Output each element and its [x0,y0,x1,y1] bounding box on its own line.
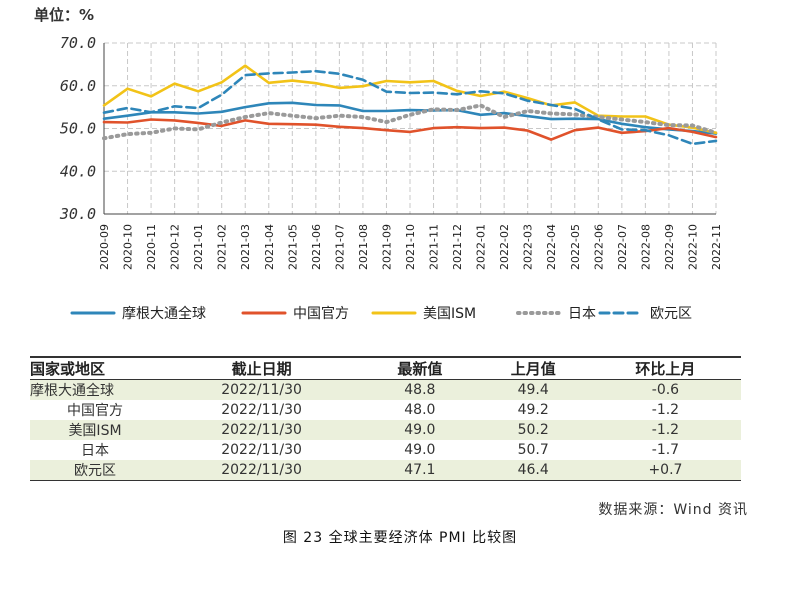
header-mom-change: 环比上月 [635,360,696,378]
x-tick-label: 2022-02 [498,224,511,270]
legend-label: 日本 [568,306,596,322]
grid-lines [103,42,717,215]
unit-label: 单位：% [34,6,95,24]
y-tick-label: 40.0 [60,162,96,180]
y-tick-label: 60.0 [60,77,96,95]
y-axis-ticks: 70.0 60.0 50.0 40.0 30.0 [59,34,96,223]
series-lines [102,64,718,146]
x-tick-label: 2021-03 [239,224,252,270]
cell-region: 日本 [81,443,109,459]
cell-previous: 50.7 [517,442,549,458]
table-row: 日本 2022/11/30 49.0 50.7 -1.7 [30,440,741,460]
x-tick-label: 2020-11 [145,224,158,270]
cell-change: -1.2 [651,422,680,438]
x-tick-label: 2022-08 [639,224,652,270]
legend-label: 摩根大通全球 [122,305,206,322]
header-previous: 上月值 [510,360,556,378]
y-tick-label: 50.0 [60,120,96,138]
cell-latest: 48.0 [404,402,436,418]
x-tick-label: 2020-09 [98,224,111,270]
x-tick-label: 2021-02 [216,224,229,270]
series-line [102,64,718,135]
x-axis-ticks: 2020-09 2020-10 2020-11 2020-12 2021-01 2021-… [98,224,723,270]
table-row: 中国官方 2022/11/30 48.0 49.2 -1.2 [30,400,741,420]
cell-region: 中国官方 [67,403,123,419]
cell-change: -1.7 [651,442,680,458]
cell-latest: 49.0 [404,422,436,438]
cell-latest: 48.8 [404,382,436,398]
legend-label: 中国官方 [293,306,349,322]
header-date: 截止日期 [231,360,292,378]
header-latest: 最新值 [397,360,443,378]
x-tick-label: 2022-09 [663,224,676,270]
cell-region: 欧元区 [74,463,116,479]
x-tick-label: 2021-01 [192,224,205,270]
pmi-summary-table: 国家或地区 截止日期 最新值 上月值 环比上月 摩根大通全球 2022/11/3… [30,356,741,481]
x-tick-label: 2021-07 [333,224,346,270]
x-tick-label: 2022-10 [686,224,699,270]
figure-caption: 图 23 全球主要经济体 PMI 比较图 [282,530,518,546]
series-line [102,69,718,146]
cell-latest: 49.0 [404,442,436,458]
series-line [102,103,718,141]
cell-date: 2022/11/30 [221,402,302,418]
x-tick-label: 2021-10 [404,224,417,270]
data-source-note: 数据来源：Wind 资讯 [598,502,748,518]
legend: 摩根大通全球 中国官方 美国ISM 日本 欧元区 [70,305,692,322]
cell-previous: 49.2 [517,402,549,418]
cell-previous: 50.2 [517,422,549,438]
cell-previous: 49.4 [517,382,549,398]
x-tick-label: 2022-04 [545,224,558,270]
table-row: 欧元区 2022/11/30 47.1 46.4 +0.7 [30,460,741,481]
cell-date: 2022/11/30 [221,462,302,478]
cell-previous: 46.4 [517,462,549,478]
cell-region: 摩根大通全球 [30,383,114,399]
x-tick-label: 2021-09 [380,224,393,270]
x-tick-label: 2022-06 [592,224,605,270]
x-tick-label: 2021-04 [263,224,276,270]
cell-region: 美国ISM [68,423,122,439]
x-tick-label: 2021-05 [286,224,299,270]
header-region: 国家或地区 [30,360,106,378]
x-tick-label: 2021-08 [357,224,370,270]
pmi-line-chart: 70.060.050.040.030.0 2020-09 2020-10 2020-… [59,34,723,322]
x-tick-label: 2022-01 [475,224,488,270]
series-line [102,101,718,135]
legend-label: 欧元区 [650,306,692,322]
x-tick-label: 2021-12 [451,224,464,270]
table-row: 摩根大通全球 2022/11/30 48.8 49.4 -0.6 [30,379,741,400]
cell-date: 2022/11/30 [221,422,302,438]
table-header-row: 国家或地区 截止日期 最新值 上月值 环比上月 [30,357,741,380]
legend-label: 美国ISM [423,306,476,322]
cell-change: -1.2 [651,402,680,418]
y-tick-label: 70.0 [60,34,96,52]
series-line [102,118,718,141]
y-tick-label: 30.0 [59,205,96,223]
cell-change: +0.7 [648,462,683,478]
x-tick-label: 2022-05 [569,224,582,270]
table-row: 美国ISM 2022/11/30 49.0 50.2 -1.2 [30,420,741,440]
x-tick-label: 2020-12 [169,224,182,270]
x-tick-label: 2022-11 [710,224,723,270]
cell-latest: 47.1 [404,462,436,478]
x-tick-label: 2021-11 [428,224,441,270]
x-tick-label: 2020-10 [122,224,135,270]
x-tick-label: 2022-03 [522,224,535,270]
cell-change: -0.6 [651,382,680,398]
x-tick-label: 2021-06 [310,224,323,270]
cell-date: 2022/11/30 [221,442,302,458]
cell-date: 2022/11/30 [221,382,302,398]
x-tick-label: 2022-07 [616,224,629,270]
